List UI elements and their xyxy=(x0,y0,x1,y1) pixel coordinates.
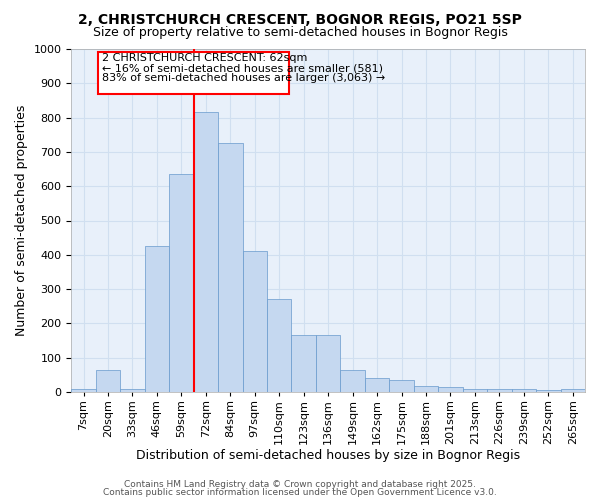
Text: Contains public sector information licensed under the Open Government Licence v3: Contains public sector information licen… xyxy=(103,488,497,497)
Bar xyxy=(71,390,96,392)
Bar xyxy=(340,370,365,392)
Bar xyxy=(169,174,194,392)
Bar xyxy=(389,380,414,392)
Bar xyxy=(120,390,145,392)
Bar xyxy=(242,252,267,392)
Text: Size of property relative to semi-detached houses in Bognor Regis: Size of property relative to semi-detach… xyxy=(92,26,508,39)
Bar xyxy=(536,390,560,392)
Bar xyxy=(194,112,218,392)
Bar xyxy=(145,246,169,392)
Bar xyxy=(512,390,536,392)
Bar xyxy=(316,336,340,392)
Bar xyxy=(218,144,242,392)
Text: 83% of semi-detached houses are larger (3,063) →: 83% of semi-detached houses are larger (… xyxy=(102,72,385,83)
Text: 2 CHRISTCHURCH CRESCENT: 62sqm: 2 CHRISTCHURCH CRESCENT: 62sqm xyxy=(102,54,307,64)
Bar xyxy=(560,390,585,392)
Bar xyxy=(267,300,292,392)
Bar xyxy=(96,370,120,392)
Text: 2, CHRISTCHURCH CRESCENT, BOGNOR REGIS, PO21 5SP: 2, CHRISTCHURCH CRESCENT, BOGNOR REGIS, … xyxy=(78,12,522,26)
Y-axis label: Number of semi-detached properties: Number of semi-detached properties xyxy=(15,105,28,336)
Bar xyxy=(438,387,463,392)
FancyBboxPatch shape xyxy=(98,52,289,94)
Bar xyxy=(292,336,316,392)
Bar xyxy=(414,386,438,392)
Bar xyxy=(487,388,512,392)
Bar xyxy=(463,390,487,392)
Text: Contains HM Land Registry data © Crown copyright and database right 2025.: Contains HM Land Registry data © Crown c… xyxy=(124,480,476,489)
Bar xyxy=(365,378,389,392)
Text: ← 16% of semi-detached houses are smaller (581): ← 16% of semi-detached houses are smalle… xyxy=(102,63,383,73)
X-axis label: Distribution of semi-detached houses by size in Bognor Regis: Distribution of semi-detached houses by … xyxy=(136,450,520,462)
